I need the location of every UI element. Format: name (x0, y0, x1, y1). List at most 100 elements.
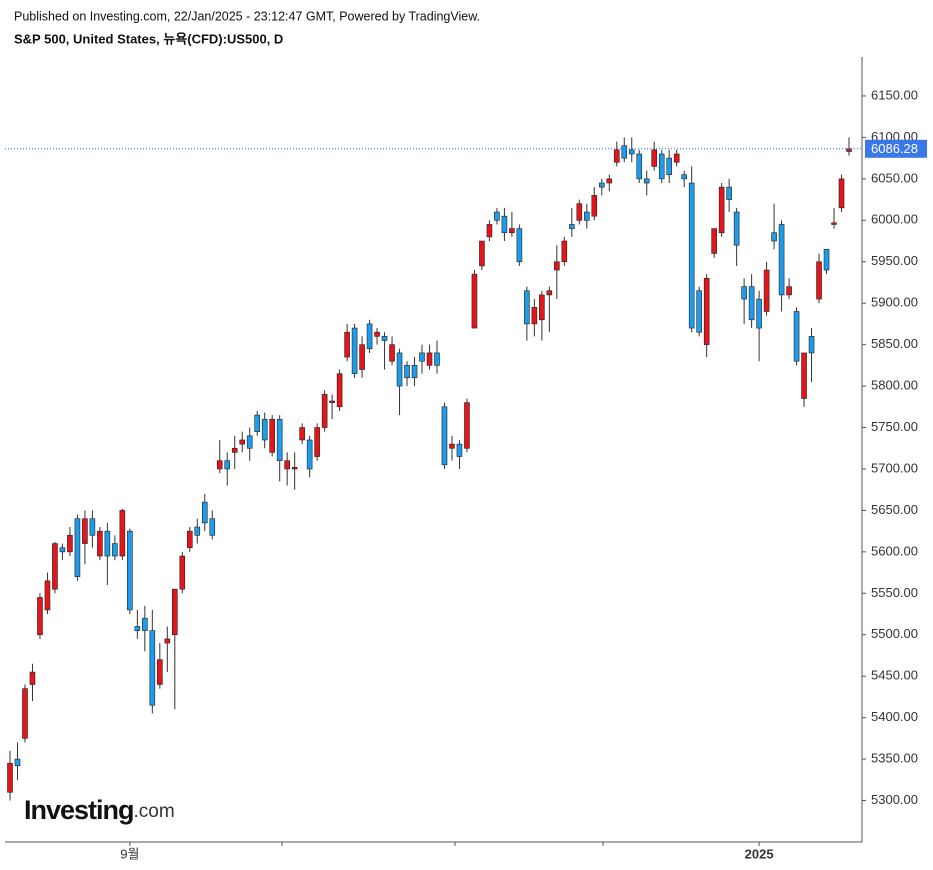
y-tick-label: 5900.00 (871, 295, 918, 310)
y-tick-label: 5350.00 (871, 751, 918, 766)
candle-body (419, 352, 425, 362)
candle-body (396, 352, 403, 387)
candle-body (726, 186, 732, 200)
candle-body (613, 149, 620, 163)
candle-body (119, 510, 126, 557)
candle-body (516, 228, 523, 263)
candle-body (336, 373, 343, 408)
y-tick-label: 5700.00 (871, 460, 918, 475)
candle-body (464, 402, 470, 449)
candle-body (194, 526, 201, 536)
candle-body (763, 269, 770, 312)
candle-body (531, 307, 538, 325)
candle-body (673, 153, 680, 163)
y-tick-label: 5600.00 (871, 543, 918, 558)
y-tick-label: 5650.00 (871, 502, 918, 517)
candle-body (321, 394, 328, 428)
candle-body (786, 286, 792, 296)
candle-body (254, 414, 261, 432)
candle-body (434, 352, 440, 366)
candle-body (209, 518, 216, 536)
candle-body (591, 195, 598, 217)
y-tick-label: 6050.00 (871, 170, 918, 185)
candle-body (703, 278, 710, 345)
y-tick-label: 5450.00 (871, 668, 918, 683)
candle-body (576, 203, 583, 221)
candle-body (494, 211, 500, 221)
candle-body (261, 418, 268, 441)
candle-body (666, 157, 673, 176)
logo: Investing.com (24, 795, 175, 825)
candle-body (22, 688, 28, 739)
y-tick-label: 5400.00 (871, 709, 918, 724)
candle-body (524, 290, 530, 325)
candle-body (201, 501, 208, 524)
candle-body (636, 153, 643, 180)
y-tick-label: 6000.00 (871, 212, 918, 227)
candle-body (186, 530, 193, 549)
candle-body (246, 435, 253, 449)
candle-body (374, 331, 380, 337)
candle-body (299, 427, 305, 441)
candle-body (831, 222, 837, 225)
candle-body (449, 443, 455, 449)
candle-body (426, 352, 433, 366)
candle-body (561, 240, 568, 263)
candle-body (389, 344, 395, 362)
candle-body (801, 352, 807, 399)
y-tick-label: 5800.00 (871, 378, 918, 393)
candle-body (224, 460, 231, 470)
y-tick-label: 6150.00 (871, 87, 918, 102)
candle-body (404, 365, 410, 379)
logo-suffix: .com (134, 801, 175, 822)
candle-body (44, 580, 51, 611)
candle-body (628, 149, 635, 155)
candle-body (808, 336, 815, 354)
candle-body (733, 211, 740, 246)
last-price-label: 6086.28 (871, 141, 918, 156)
candle-body (486, 224, 493, 238)
candle-body (606, 178, 613, 184)
candle-body (112, 543, 118, 557)
last-price-tag (865, 139, 927, 158)
candle-body (501, 215, 508, 234)
candle-body (97, 530, 103, 557)
candle-body (269, 418, 275, 453)
candle-body (411, 365, 418, 379)
candle-body (509, 228, 515, 234)
candle-body (306, 439, 313, 470)
published-note: Published on Investing.com, 22/Jan/2025 … (14, 9, 480, 23)
candle-body (276, 418, 283, 461)
candle-body (37, 597, 43, 636)
candle-body (142, 617, 148, 631)
candle-body (651, 149, 658, 167)
candle-body (479, 240, 485, 267)
candle-body (59, 547, 66, 553)
candle-body (441, 406, 448, 466)
x-tick-label: 2025 (745, 846, 774, 861)
candle-body (816, 261, 822, 300)
candle-body (681, 174, 687, 180)
candle-body (696, 290, 702, 333)
candle-body (658, 153, 665, 180)
logo-name: Investing (24, 795, 134, 825)
candle-body (351, 327, 358, 374)
candle-body (127, 530, 133, 611)
candle-body (179, 555, 186, 590)
x-tick-label: 9월 (120, 846, 139, 861)
y-tick-label: 5300.00 (871, 792, 918, 807)
candle-body (741, 286, 747, 300)
candle-body (14, 758, 21, 767)
candle-body (756, 298, 762, 329)
candle-body (471, 273, 478, 329)
candle-body (329, 400, 335, 403)
candle-body (134, 626, 141, 631)
candle-body (291, 467, 298, 470)
candle-body (621, 145, 628, 159)
candle-body (778, 224, 785, 296)
candle-body (231, 447, 238, 453)
candle-body (82, 518, 88, 544)
candle-body (569, 224, 575, 229)
candle-body (359, 344, 365, 370)
candle-body (688, 182, 695, 329)
